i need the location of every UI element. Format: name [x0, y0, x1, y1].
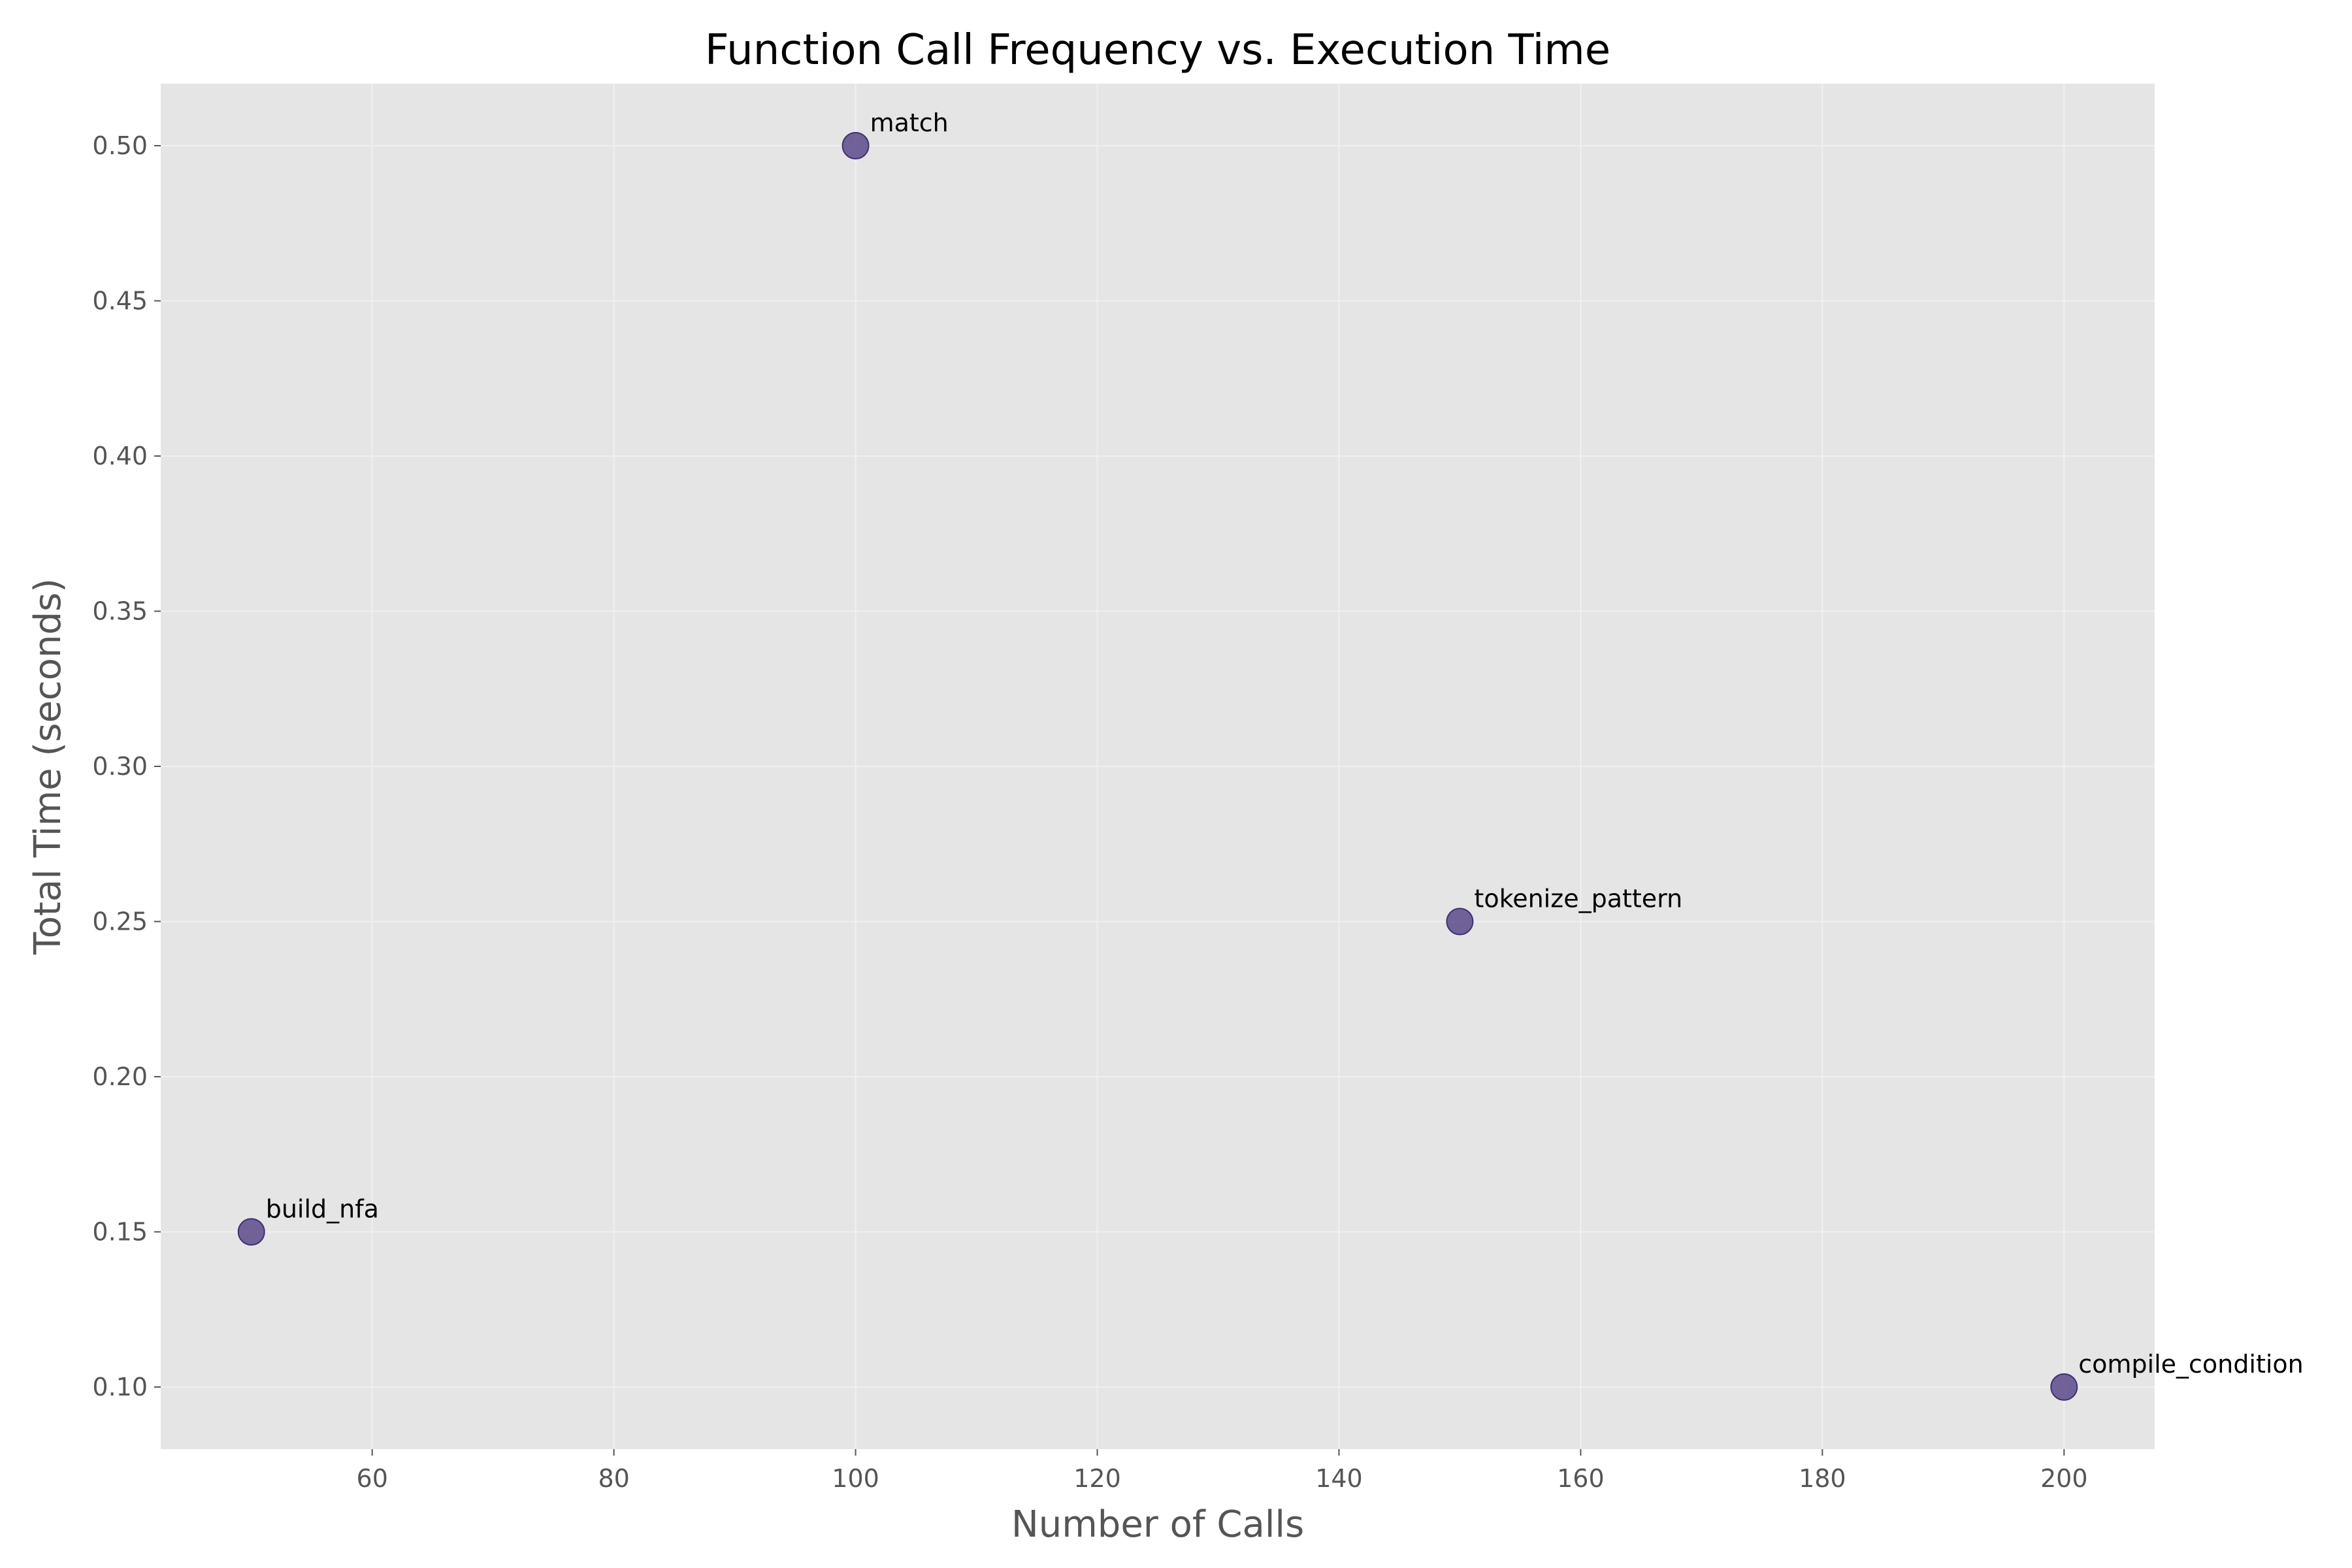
y-tick-label: 0.50	[92, 131, 148, 160]
scatter-point	[841, 132, 870, 159]
grid-lines	[161, 84, 2155, 1449]
data-points	[237, 132, 2078, 1401]
x-tick-label: 120	[1073, 1464, 1121, 1493]
scatter-point-label: match	[870, 108, 949, 137]
y-axis-label: Total Time (seconds)	[27, 578, 69, 955]
x-tick-label: 180	[1799, 1464, 1846, 1493]
x-tick-label: 140	[1315, 1464, 1363, 1493]
y-axis-ticks: 0.10 0.15 0.20 0.25 0.30 0.35 0.40 0.45 0.50	[92, 131, 161, 1401]
x-tick-label: 160	[1557, 1464, 1605, 1493]
x-tick-label: 100	[832, 1464, 879, 1493]
y-tick-label: 0.20	[92, 1062, 148, 1091]
y-tick-label: 0.35	[92, 597, 148, 626]
y-tick-label: 0.45	[92, 287, 148, 316]
x-axis-ticks: 60 80 100 120 140 160 180 200	[357, 1449, 2088, 1493]
x-tick-label: 200	[2040, 1464, 2088, 1493]
y-tick-label: 0.40	[92, 442, 148, 470]
scatter-point-label: build_nfa	[266, 1195, 379, 1224]
y-tick-label: 0.30	[92, 752, 148, 781]
scatter-point	[237, 1218, 265, 1246]
x-axis-label: Number of Calls	[1011, 1503, 1304, 1546]
scatter-point-label: compile_condition	[2078, 1350, 2303, 1379]
y-tick-label: 0.15	[92, 1218, 148, 1247]
x-tick-label: 80	[598, 1464, 629, 1493]
x-tick-label: 60	[357, 1464, 388, 1493]
y-tick-label: 0.10	[92, 1373, 148, 1401]
data-point-labels: build_nfa match tokenize_pattern compile_co…	[266, 108, 2304, 1379]
scatter-point	[2050, 1373, 2078, 1401]
chart-title: Function Call Frequency vs. Execution Ti…	[705, 26, 1610, 74]
scatter-point	[1446, 907, 1474, 936]
y-tick-label: 0.25	[92, 907, 148, 936]
scatter-point-label: tokenize_pattern	[1474, 885, 1682, 913]
